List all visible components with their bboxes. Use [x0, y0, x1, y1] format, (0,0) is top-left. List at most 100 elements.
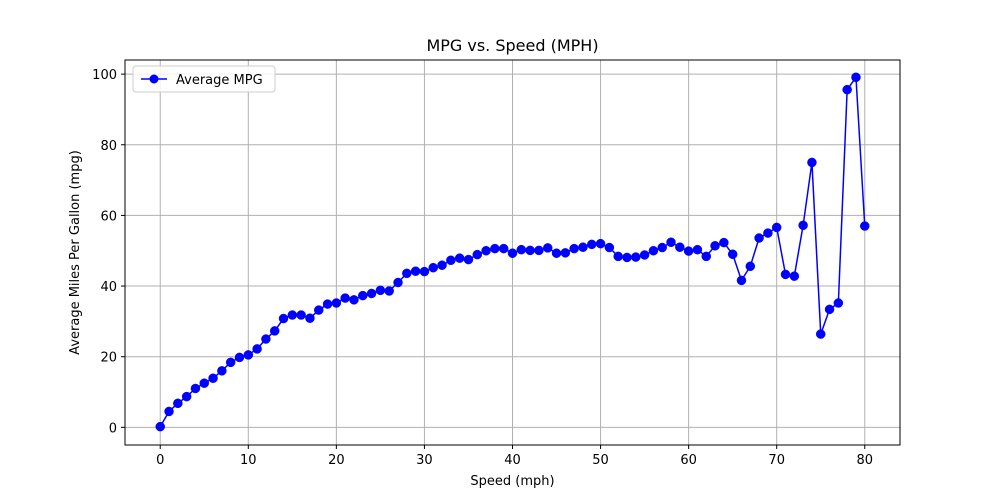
data-point	[217, 366, 227, 376]
x-tick-label: 20	[328, 453, 345, 468]
data-point	[595, 238, 606, 249]
data-point	[243, 350, 254, 360]
data-point	[727, 249, 738, 260]
data-point	[780, 269, 791, 280]
data-point	[560, 248, 571, 258]
data-point	[410, 266, 421, 276]
data-point	[719, 237, 729, 248]
x-tick-label: 40	[504, 453, 521, 468]
data-point	[824, 304, 835, 315]
data-point	[287, 310, 298, 320]
data-point	[349, 295, 359, 305]
data-point	[675, 242, 685, 252]
y-tick-label: 100	[92, 68, 117, 83]
x-tick-label: 70	[768, 453, 785, 468]
data-point	[666, 237, 676, 248]
data-point	[771, 222, 782, 233]
data-point	[296, 310, 306, 320]
data-point	[569, 243, 579, 254]
data-point	[428, 262, 438, 273]
data-point	[446, 255, 456, 266]
data-point	[261, 334, 271, 344]
data-point	[305, 313, 315, 323]
data-point	[384, 286, 394, 296]
data-point	[314, 305, 324, 315]
data-point	[754, 233, 764, 243]
data-point	[657, 242, 667, 253]
x-axis-label: Speed (mph)	[470, 474, 554, 489]
data-point	[322, 299, 333, 309]
data-point	[419, 266, 430, 277]
x-tick-label: 60	[680, 453, 697, 468]
data-point	[534, 245, 544, 256]
data-point	[358, 290, 368, 301]
data-point	[375, 285, 386, 296]
data-point	[498, 243, 509, 254]
y-tick-label: 20	[100, 351, 117, 366]
data-point	[683, 246, 694, 256]
data-point	[542, 243, 553, 253]
data-point	[366, 288, 377, 299]
data-point	[833, 298, 844, 308]
data-point	[234, 352, 245, 363]
data-point	[807, 157, 817, 168]
data-point	[331, 298, 342, 308]
x-tick-label: 50	[592, 453, 609, 468]
data-point	[701, 251, 711, 262]
data-point	[278, 313, 289, 324]
data-point	[789, 271, 800, 281]
data-point	[164, 406, 174, 417]
y-tick-label: 0	[109, 421, 117, 436]
data-point	[710, 241, 720, 251]
data-point	[155, 421, 165, 432]
data-point	[437, 260, 447, 270]
y-tick-label: 40	[100, 280, 117, 295]
data-point	[745, 261, 756, 272]
data-point	[763, 228, 773, 238]
data-point	[173, 398, 183, 409]
chart-title: MPG vs. Speed (MPH)	[426, 36, 598, 55]
data-point	[604, 242, 615, 253]
data-point	[648, 245, 659, 256]
x-tick-label: 80	[856, 453, 873, 468]
x-tick-label: 0	[156, 453, 164, 468]
data-point	[551, 248, 562, 258]
legend-marker	[149, 74, 159, 84]
data-point	[578, 242, 588, 252]
data-point	[181, 391, 192, 402]
data-point	[692, 244, 703, 255]
y-axis-label: Average Miles Per Gallon (mpg)	[68, 150, 83, 355]
data-point	[481, 245, 491, 256]
data-point	[860, 221, 870, 231]
data-point	[252, 344, 262, 354]
data-point	[490, 243, 500, 254]
data-point	[798, 220, 808, 231]
data-point	[736, 275, 747, 286]
data-point	[190, 383, 201, 394]
data-point	[507, 248, 518, 258]
data-point	[269, 326, 280, 336]
data-point	[199, 378, 210, 388]
data-point	[340, 293, 350, 303]
data-point	[622, 252, 632, 263]
data-point	[402, 268, 412, 279]
data-point	[208, 373, 218, 383]
y-tick-label: 80	[100, 139, 117, 154]
data-point	[613, 251, 623, 262]
data-point	[393, 277, 403, 288]
legend-box	[132, 65, 276, 93]
data-point	[639, 250, 650, 260]
x-tick-label: 10	[240, 453, 257, 468]
data-point	[587, 239, 597, 250]
data-point	[463, 254, 474, 265]
y-tick-label: 60	[100, 209, 117, 224]
data-point	[225, 357, 236, 368]
x-tick-label: 30	[416, 453, 433, 468]
legend-label: Average MPG	[176, 73, 263, 88]
data-point	[454, 253, 465, 263]
data-point	[842, 84, 852, 95]
data-point	[525, 245, 535, 256]
data-point	[516, 244, 527, 255]
